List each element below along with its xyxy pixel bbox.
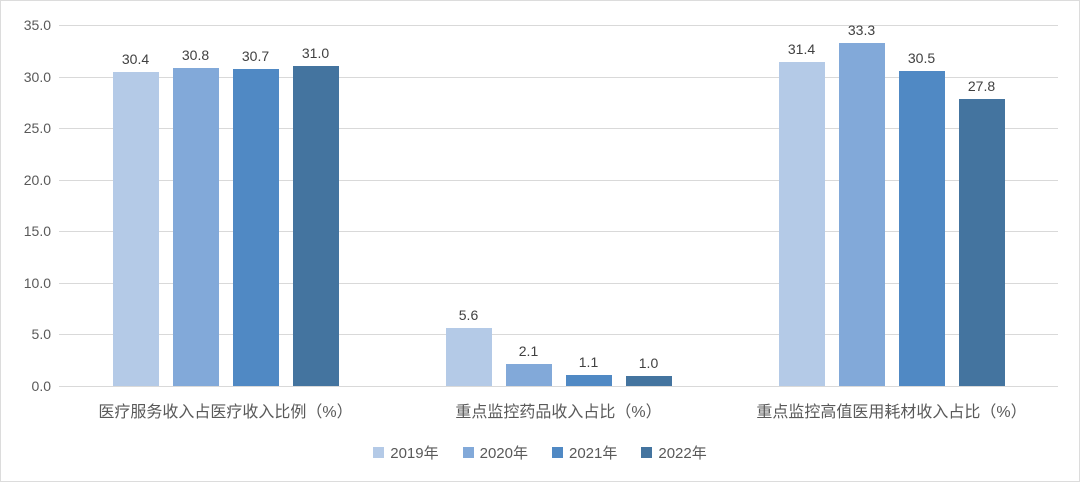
category-label: 医疗服务收入占医疗收入比例（%） [98,404,353,421]
bar-value-label: 31.0 [301,45,330,62]
bar-2020年-3 [838,42,885,386]
legend-item-2019年: 2019年 [373,442,439,463]
gridline [59,76,1058,78]
bar-group: 30.4 30.8 30.7 31.0 [112,45,339,386]
legend-label: 2020年 [479,445,528,462]
gridline [59,128,1058,130]
y-axis-tick-label: 35.0 [23,17,51,33]
bar-2022年-3 [958,99,1005,386]
legend-label: 2022年 [658,445,707,462]
y-axis-tick-label: 15.0 [23,223,51,240]
bar-2021年-1 [232,69,279,386]
bar-cell: 31.4 [778,41,825,386]
bar-cell: 30.7 [232,48,279,386]
gridline [59,179,1058,181]
bar-2021年-3 [898,71,945,386]
gridline [59,334,1058,336]
legend-item-2020年: 2020年 [462,442,528,463]
bar-cell: 1.0 [625,354,672,386]
bar-value-label: 31.4 [787,41,816,58]
bar-2021年-2 [565,374,612,386]
legend-swatch-icon [462,447,474,458]
gridline [59,282,1058,284]
gridline [59,25,1058,26]
bar-group: 31.4 33.3 30.5 27.8 [778,21,1005,386]
legend: 2019年 2020年 2021年 2022年 [1,442,1079,463]
bar-value-label: 1.0 [638,354,659,371]
gridline [59,231,1058,233]
bar-cell: 30.4 [112,51,159,386]
bar-value-label: 27.8 [967,78,996,95]
legend-swatch-icon [373,447,385,458]
bar-cell: 5.6 [445,307,492,386]
bar-value-label: 30.4 [121,51,150,68]
bar-value-label: 5.6 [458,307,479,324]
bar-2019年-3 [778,62,825,386]
bar-cell: 31.0 [292,45,339,386]
bar-2020年-1 [172,68,219,386]
y-axis-tick-label: 30.0 [23,68,51,85]
bar-cell: 30.5 [898,50,945,386]
y-axis-tick-label: 25.0 [23,120,51,137]
bar-value-label: 2.1 [518,343,539,360]
bar-value-label: 30.5 [907,50,936,67]
bar-2019年-1 [112,72,159,386]
bar-cell: 1.1 [565,353,612,386]
y-axis-tick-label: 5.0 [31,326,51,343]
legend-swatch-icon [552,447,563,458]
bar-value-label: 30.8 [181,47,210,64]
legend-label: 2019年 [390,445,439,462]
bar-cell: 33.3 [838,21,885,386]
y-axis-tick-label: 10.0 [23,274,51,291]
bar-value-label: 30.7 [241,48,270,65]
bar-value-label: 1.1 [578,353,599,370]
bar-group: 5.6 2.1 1.1 1.0 [445,307,672,386]
legend-swatch-icon [641,447,653,458]
bar-cell: 27.8 [958,78,1005,386]
category-label: 重点监控高值医用耗材收入占比（%） [756,404,1027,421]
legend-item-2021年: 2021年 [552,442,617,463]
bar-2022年-2 [625,375,672,386]
gridline [59,386,1058,387]
y-axis-tick-label: 0.0 [31,378,51,394]
bar-value-label: 33.3 [847,21,876,38]
legend-label: 2021年 [569,445,618,462]
plot-area: 30.4 30.8 30.7 31.0 5.6 2.1 1.1 1.0 31.4 33.3 30.5… [59,21,1058,387]
bar-2020年-2 [505,364,552,386]
bar-cell: 30.8 [172,47,219,386]
y-axis-tick-label: 20.0 [23,171,51,188]
bar-2019年-2 [445,328,492,386]
legend-item-2022年: 2022年 [641,442,707,463]
bar-2022年-1 [292,66,339,386]
category-label: 重点监控药品收入占比（%） [455,404,662,421]
bar-cell: 2.1 [505,343,552,386]
